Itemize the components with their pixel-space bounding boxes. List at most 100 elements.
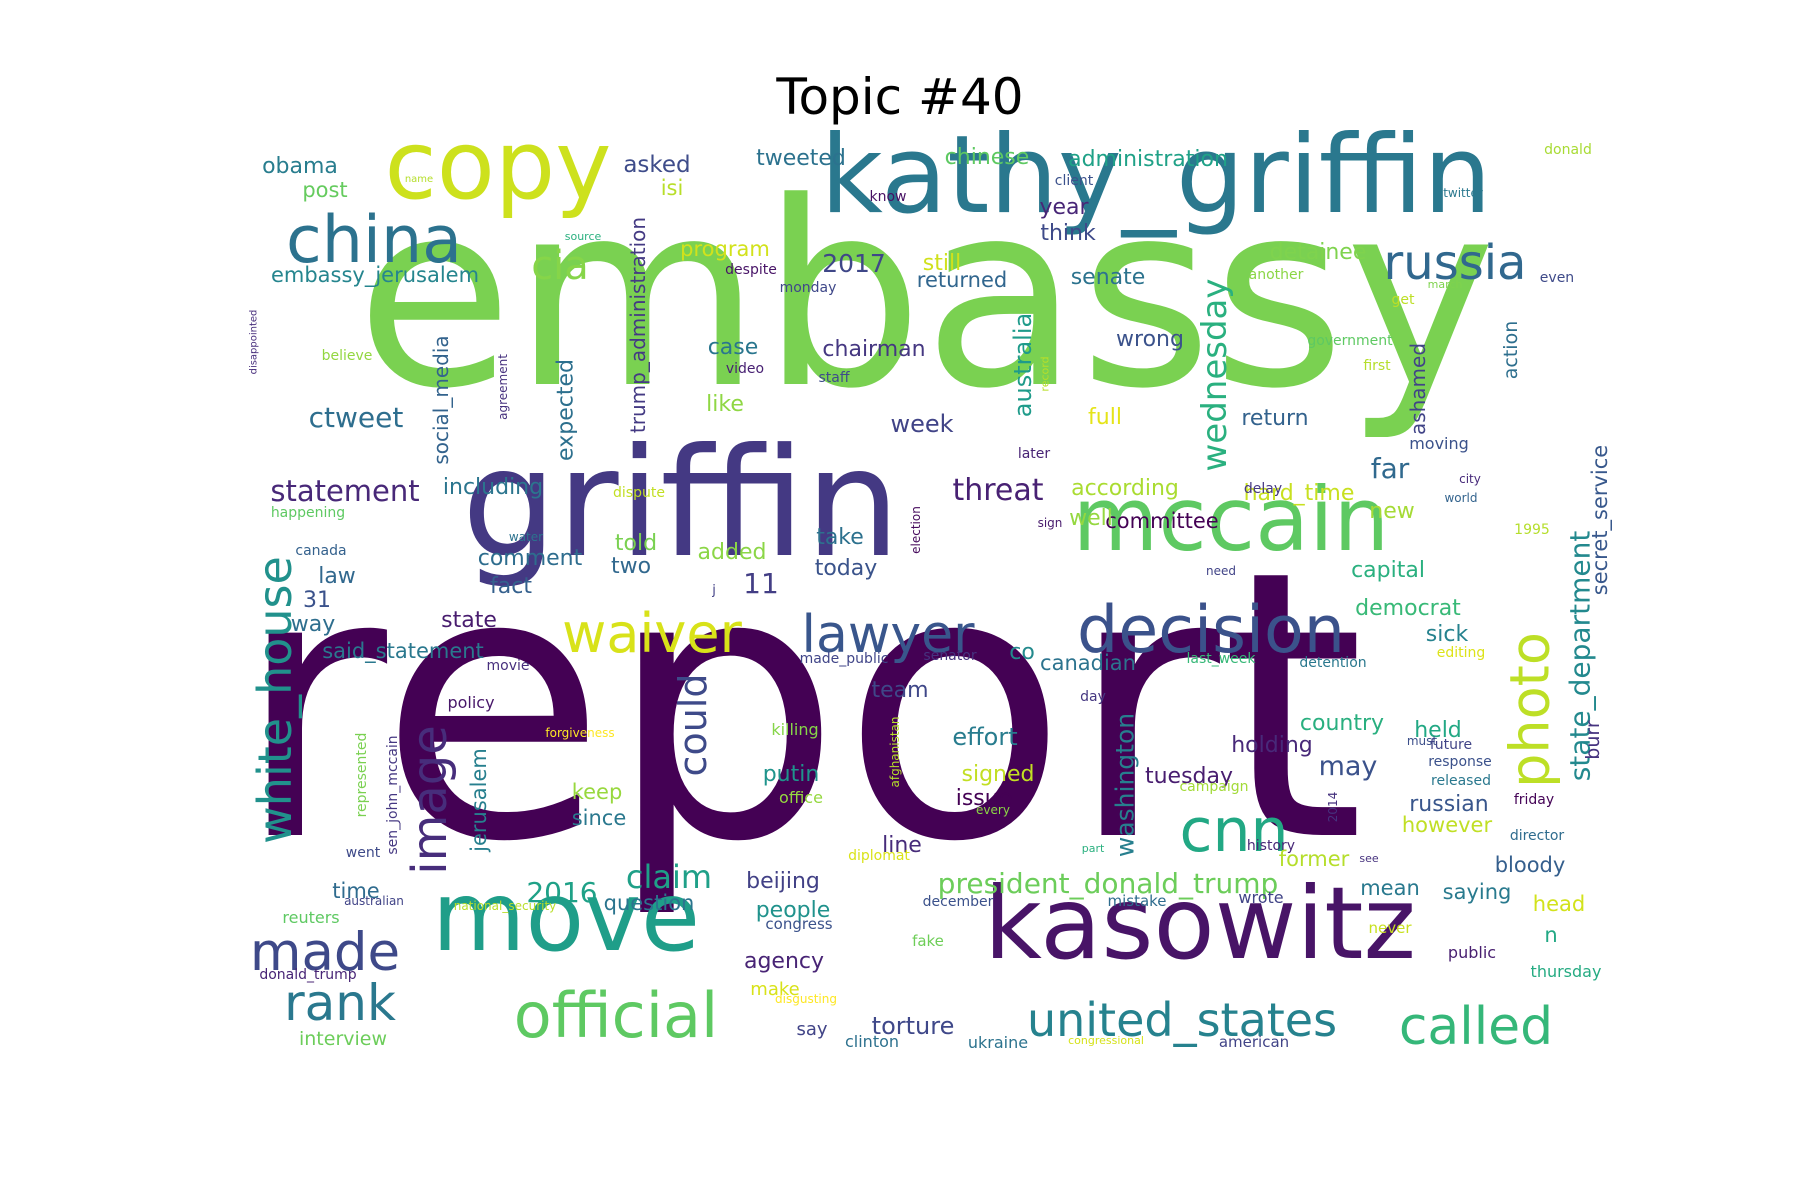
word-director: director xyxy=(1510,828,1565,844)
word-thursday: thursday xyxy=(1531,962,1602,981)
word-however: however xyxy=(1402,813,1493,837)
word-called: called xyxy=(1399,997,1553,1057)
word-city: city xyxy=(1459,472,1481,486)
word-social-media: social_media xyxy=(429,335,453,464)
word-went: went xyxy=(346,845,381,861)
word-world: world xyxy=(1444,491,1477,505)
word-december: december xyxy=(923,894,994,910)
word-post: post xyxy=(302,178,347,202)
word-delay: delay xyxy=(1244,481,1282,497)
word-national-security: national_security xyxy=(454,899,557,913)
word-senate: senate xyxy=(1071,265,1146,290)
word-australian: australian xyxy=(344,894,404,908)
word-two: two xyxy=(611,554,651,579)
word-torture: torture xyxy=(872,1012,955,1040)
word-get: get xyxy=(1392,292,1416,308)
word-donald: donald xyxy=(1544,142,1592,158)
word-response: response xyxy=(1428,754,1492,770)
word-country: country xyxy=(1300,711,1384,736)
word-made: made xyxy=(250,922,400,983)
word-president-donald-trump: president_donald_trump xyxy=(938,867,1279,900)
word-told: told xyxy=(615,531,657,556)
word-return: return xyxy=(1241,406,1308,431)
word-office: office xyxy=(779,788,823,807)
word-see: see xyxy=(1359,852,1378,865)
word-asked: asked xyxy=(623,152,690,178)
word-hard-time: hard_time xyxy=(1244,481,1355,506)
word-democrat: democrat xyxy=(1355,596,1461,621)
word-returned: returned xyxy=(917,268,1007,292)
word-law: law xyxy=(318,564,356,589)
word-fact: fact xyxy=(490,574,532,599)
word-government: government xyxy=(1307,333,1393,349)
word-said-statement: said_statement xyxy=(322,639,484,664)
word-line: line xyxy=(882,833,922,858)
word-state: state xyxy=(441,608,497,633)
word-congress: congress xyxy=(765,915,832,933)
word-ukraine: ukraine xyxy=(968,1033,1028,1052)
word-reuters: reuters xyxy=(282,908,339,927)
word-despite: despite xyxy=(725,262,777,278)
word-week: week xyxy=(890,410,953,438)
word-may: may xyxy=(1319,751,1378,782)
word-image: image xyxy=(402,725,458,875)
word-including: including xyxy=(443,475,543,500)
word-policy: policy xyxy=(447,693,494,712)
word-cia: cia xyxy=(531,243,589,289)
word-griffin: griffin xyxy=(462,417,901,591)
word-embassy: embassy xyxy=(356,148,1496,445)
word-keep: keep xyxy=(572,780,623,804)
word-agreement: agreement xyxy=(496,354,510,420)
word-tweeted: tweeted xyxy=(756,146,846,171)
word-australia: australia xyxy=(1009,313,1037,417)
word-dispute: dispute xyxy=(613,485,665,501)
word-disgusting: disgusting xyxy=(775,992,837,1006)
word-public: public xyxy=(1448,943,1496,962)
word-canadian: canadian xyxy=(1040,651,1136,675)
word-beijing: beijing xyxy=(746,869,820,894)
word-administration: administration xyxy=(1068,147,1228,172)
word-holding: holding xyxy=(1231,733,1313,758)
word-mistake: mistake xyxy=(1107,892,1166,910)
word-russian: russian xyxy=(1409,792,1488,817)
word-last-week: last_week xyxy=(1186,651,1256,667)
word-washington: washington xyxy=(1111,713,1140,857)
word-far: far xyxy=(1371,452,1410,485)
word-twitter: twitter xyxy=(1443,186,1483,200)
word-action: action xyxy=(1500,321,1522,379)
word-fake: fake xyxy=(912,932,944,950)
chart-title: Topic #40 xyxy=(776,68,1024,126)
word-waiver: waiver xyxy=(562,602,742,665)
word-part: part xyxy=(1082,842,1105,855)
word-like: like xyxy=(706,392,744,417)
word-ashamed: ashamed xyxy=(1406,343,1430,435)
word-china: china xyxy=(286,203,462,278)
word-movie: movie xyxy=(487,658,530,674)
word-represented: represented xyxy=(354,733,370,818)
word-putin: putin xyxy=(763,762,820,787)
word-wednesday: wednesday xyxy=(1195,278,1235,471)
word-believe: believe xyxy=(322,348,373,364)
word-take: take xyxy=(816,525,864,550)
word-mean: mean xyxy=(1360,876,1420,900)
word-wrong: wrong xyxy=(1116,327,1184,352)
word-according: according xyxy=(1071,476,1179,501)
word-chairman: chairman xyxy=(822,337,925,362)
word-name: name xyxy=(405,174,433,185)
word-comment: comment xyxy=(478,546,583,571)
word-n: n xyxy=(1544,923,1557,947)
word-rank: rank xyxy=(284,974,396,1032)
word-staff: staff xyxy=(818,370,849,386)
word-canada: canada xyxy=(295,543,346,559)
word-day: day xyxy=(1080,689,1106,705)
word-state-department: state_department xyxy=(1564,531,1597,782)
word-make: make xyxy=(750,979,799,1000)
word-head: head xyxy=(1533,892,1585,916)
word-every: every xyxy=(976,803,1010,817)
word-diplomat: diplomat xyxy=(848,848,910,864)
word-secret-service: secret_service xyxy=(1588,445,1613,595)
word-disappointed: disappointed xyxy=(249,310,260,375)
word-campaign: campaign xyxy=(1179,779,1248,795)
